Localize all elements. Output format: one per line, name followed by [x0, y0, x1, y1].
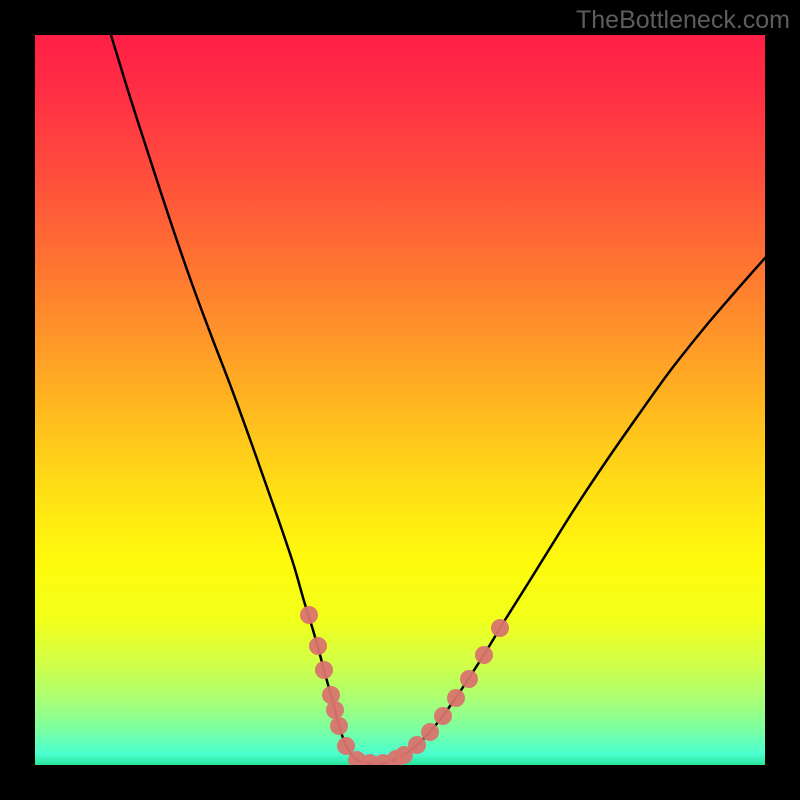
watermark-text: TheBottleneck.com — [576, 6, 790, 35]
plot-area — [35, 35, 765, 765]
chart-background — [35, 35, 765, 765]
